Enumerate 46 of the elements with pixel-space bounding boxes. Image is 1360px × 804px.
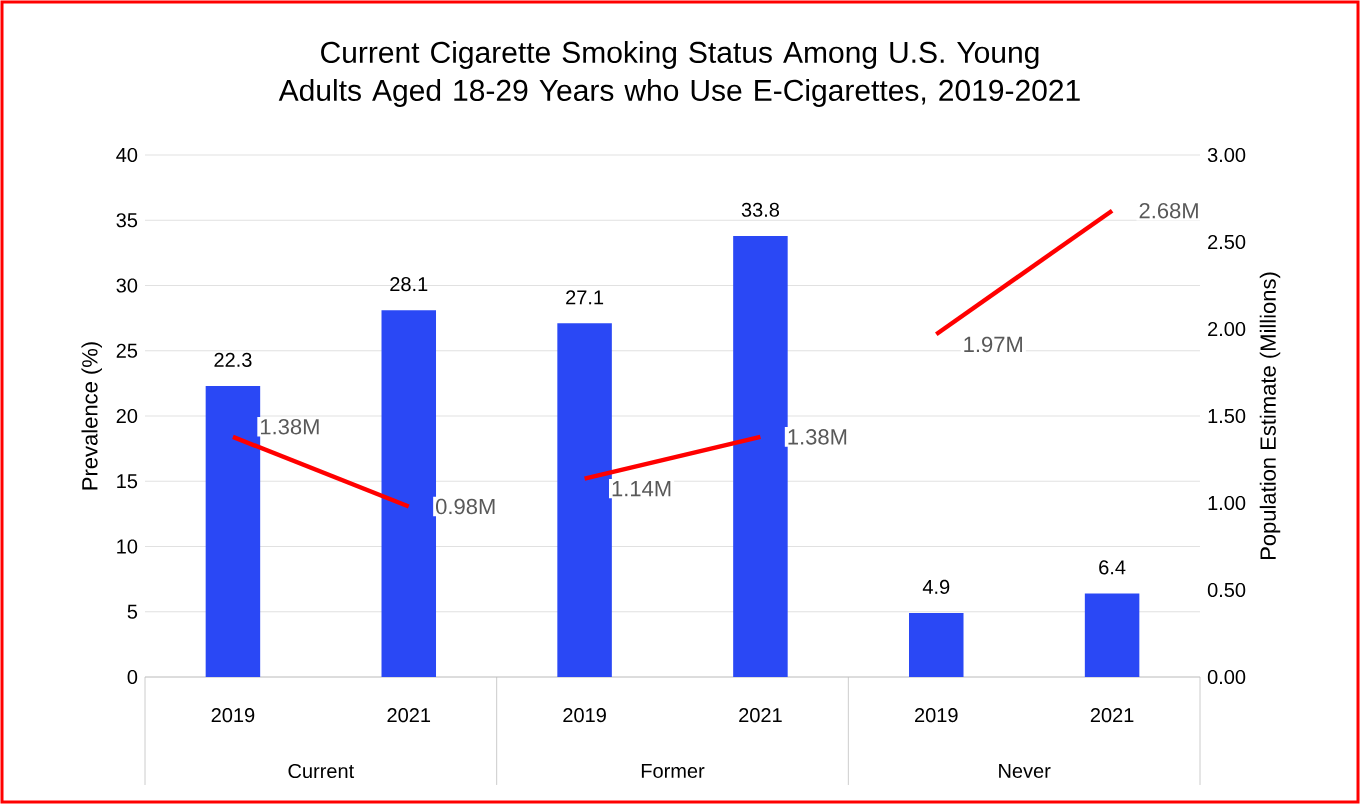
y-tick-label: 25 (116, 343, 138, 358)
data-label: 0.98M (436, 498, 495, 515)
y-tick-label: 10 (117, 539, 138, 554)
data-label: 1.14M (612, 481, 671, 497)
y-tick-label: 40 (116, 147, 138, 163)
y2-tick-label: 0.50 (1207, 582, 1246, 598)
bar (381, 310, 437, 677)
y2-tick-label: 3.00 (1207, 147, 1246, 163)
x-tick-label: 2021 (1090, 708, 1134, 723)
data-label: 1.38M (260, 418, 319, 435)
data-label: 6.4 (1099, 560, 1126, 575)
y-tick-label: 30 (116, 278, 138, 293)
x-tick-label: 2019 (915, 708, 958, 723)
x-tick-label: 2019 (211, 708, 255, 723)
y-tick-label: 15 (117, 474, 138, 489)
y2-tick-label: 2.00 (1208, 321, 1246, 337)
x-tick-label: 2019 (563, 708, 606, 723)
y2-tick-label: 1.00 (1208, 495, 1246, 511)
y2-tick-label: 0.00 (1207, 669, 1246, 685)
bar (1084, 593, 1140, 677)
data-label: 1.38M (788, 429, 847, 445)
y-tick-label: 5 (127, 604, 138, 619)
bar (205, 385, 261, 677)
y2-tick-label: 1.50 (1208, 408, 1246, 424)
text: Current (288, 763, 355, 779)
data-label: 1.97M (964, 336, 1022, 353)
y2-tick-label: 2.50 (1208, 234, 1246, 250)
bar (557, 323, 612, 677)
y-tick-label: 20 (116, 408, 138, 424)
data-label: 2.68M (1139, 202, 1198, 219)
y-axis-title: Prevalence (%) (81, 342, 102, 490)
text: Never (999, 764, 1051, 778)
x-tick-label: 2021 (387, 708, 431, 723)
data-label: 27.1 (566, 290, 604, 305)
data-label: 4.9 (922, 579, 950, 594)
x-tick-label: 2021 (739, 708, 782, 723)
data-label: 33.8 (741, 202, 780, 217)
data-label: 28.1 (390, 277, 428, 292)
data-label: 22.3 (214, 352, 252, 367)
bar (733, 235, 788, 677)
y-tick-label: 35 (116, 213, 138, 228)
y2-axis-title: Population Estimate (Millions) (1259, 272, 1281, 560)
bar (909, 613, 964, 677)
chart-title: Current Cigarette Smoking Status Among U.S. Young Adults Aged 18-29 Years who Use E-Cigarettes, 2019-2021 (278, 41, 1080, 107)
text: Former (641, 764, 705, 778)
y-tick-label: 0 (127, 669, 138, 685)
